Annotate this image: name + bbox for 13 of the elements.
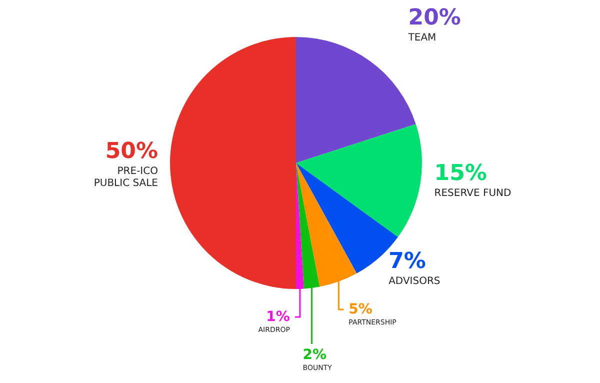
slice-label: TEAM xyxy=(407,32,436,44)
data-label: 7% xyxy=(388,249,426,274)
slice-label: RESERVE FUND xyxy=(434,188,512,199)
slice-label: ADVISORS xyxy=(388,276,440,288)
slice-label: PRE-ICO PUBLIC SALE xyxy=(94,166,158,189)
pie-slice xyxy=(170,37,296,289)
data-label: 5% xyxy=(348,302,372,318)
data-label: 1% xyxy=(266,308,290,325)
data-label: 15% xyxy=(434,160,487,186)
data-label: 2% xyxy=(302,347,327,364)
pie-slice xyxy=(296,124,422,238)
data-label: 20% xyxy=(408,6,461,31)
data-label: 50% xyxy=(105,139,158,164)
